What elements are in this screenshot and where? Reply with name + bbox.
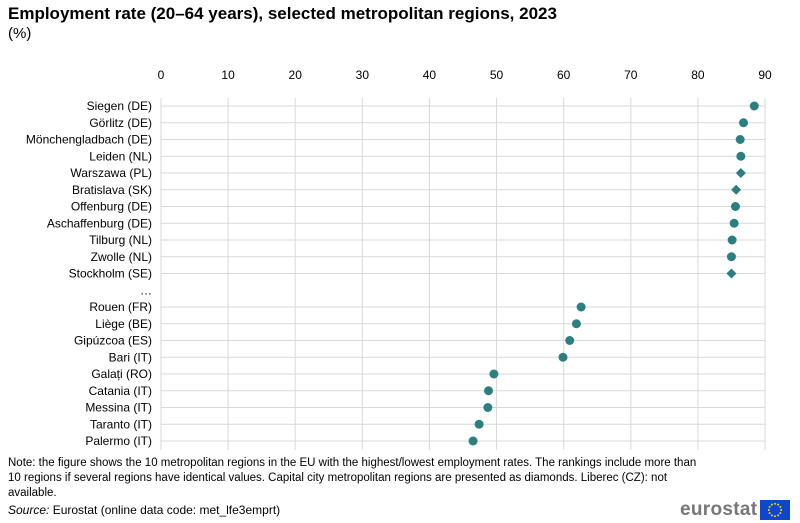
region-label: Bratislava (SK) [72,183,152,197]
region-label: Mönchengladbach (DE) [26,133,152,147]
grid-lines [160,98,766,450]
region-dot-marker [736,151,746,161]
dot-plot-chart: 0 10 20 30 40 50 60 70 80 90 Siegen (DE) Görlitz (… [26,68,772,450]
region-label: Leiden (NL) [89,149,152,163]
x-axis-ticks: 0 10 20 30 40 50 60 70 80 90 [158,68,772,82]
capital-diamond-marker [731,184,742,195]
region-dot-marker [468,436,478,446]
footnote: Note: the figure shows the 10 metropolit… [8,457,697,499]
region-label: Warszawa (PL) [70,166,152,180]
region-dot-marker [735,135,745,144]
region-labels: Siegen (DE) Görlitz (DE) Mönchengladbach (… [26,99,152,448]
region-label: Zwolle (NL) [91,250,152,264]
flag-star [779,512,782,515]
region-label: Palermo (IT) [85,434,152,448]
region-dot-marker [558,352,568,362]
region-dot-marker [727,235,737,245]
x-tick-label: 40 [423,68,437,82]
region-label: Galați (RO) [91,367,152,381]
region-dot-marker [571,319,581,329]
region-label: Catania (IT) [89,384,152,398]
x-tick-label: 10 [221,68,235,82]
x-tick-label: 70 [624,68,638,82]
region-dot-marker [749,101,759,111]
x-tick-label: 30 [356,68,370,82]
region-label: Liège (BE) [95,317,152,331]
capital-diamond-marker [735,168,746,178]
region-dot-marker [483,403,493,412]
chart-title: Employment rate (20–64 years), selected … [8,4,557,23]
region-label: Gipúzcoa (ES) [74,334,152,348]
region-label: Rouen (FR) [89,300,152,314]
eu-flag-icon [760,500,791,520]
data-markers [468,101,759,446]
x-tick-label: 20 [289,68,303,82]
region-dot-marker [739,118,749,128]
region-label: Siegen (DE) [87,99,152,113]
region-label: Taranto (IT) [90,417,152,431]
x-tick-label: 0 [158,68,165,82]
flag-star [777,503,780,506]
eurostat-logo: eurostat [680,499,791,521]
region-dot-marker [489,369,499,379]
x-tick-label: 90 [758,68,772,82]
region-dot-marker [576,302,586,312]
region-label: Stockholm (SE) [69,267,152,281]
region-dot-marker [730,202,740,211]
region-dot-marker [729,218,739,228]
region-label: Aschaffenburg (DE) [47,216,152,230]
x-tick-label: 60 [557,68,571,82]
region-dot-marker [565,336,575,345]
flag-background [760,500,791,520]
source-line: Source: Eurostat (online data code: met_… [8,503,280,517]
capital-diamond-marker [726,268,737,279]
flag-star [769,505,771,508]
flag-star [768,509,771,511]
flag-star [769,512,771,515]
region-label: Tilburg (NL) [89,233,152,247]
region-label: Offenburg (DE) [71,200,152,214]
x-tick-label: 80 [691,68,705,82]
region-label: Bari (IT) [109,350,152,364]
flag-star [774,502,777,505]
region-label: Görlitz (DE) [89,116,152,130]
flag-star [779,505,782,508]
source-label: Source: [8,503,50,517]
region-dot-marker [726,252,736,262]
eurostat-logo-text: eurostat [680,499,758,520]
region-dot-marker [484,386,494,396]
gap-indicator: … [140,283,152,297]
flag-star [780,509,783,511]
flag-star [771,514,774,517]
flag-star [777,514,780,517]
flag-star [774,515,777,518]
region-label: Messina (IT) [85,401,152,415]
flag-star [771,503,774,506]
x-tick-label: 50 [490,68,504,82]
chart-subtitle: (%) [8,25,32,42]
region-dot-marker [474,419,484,429]
source-text: Eurostat (online data code: met_lfe3empr… [49,503,281,517]
